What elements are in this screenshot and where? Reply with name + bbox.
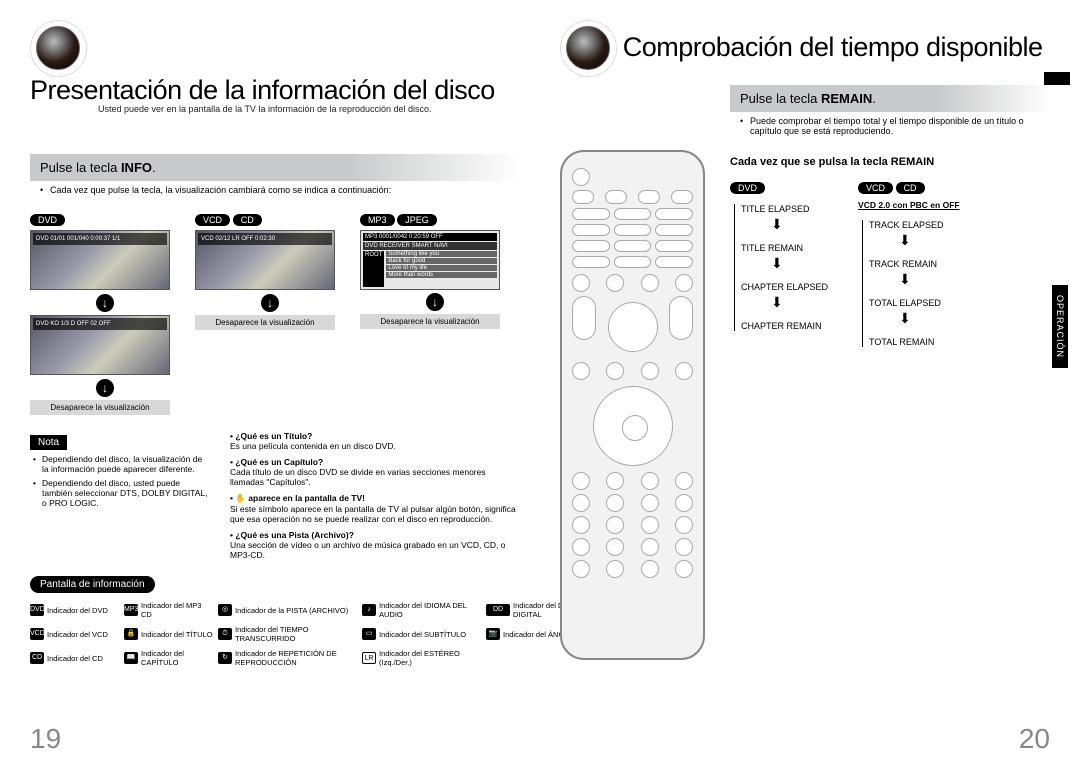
repeat-icon: ↻ — [218, 652, 232, 664]
pill-vcd: VCD — [858, 182, 893, 194]
down-arrow-icon: ⬇ — [771, 294, 828, 311]
section-tab: OPERACIÓN — [1052, 285, 1068, 368]
page-edge-marker — [1044, 72, 1070, 85]
remote-control-illustration — [560, 150, 705, 660]
thumb-dvd-1: DVD 01/01 001/040 0:00:37 1/1 — [30, 230, 170, 290]
pill-mp3: MP3 — [360, 214, 395, 226]
thumb-mp3-list: MP3 0001/0042 0:20:59 OFF DVD RECEIVER S… — [360, 230, 500, 290]
remain-step: TITLE ELAPSED — [741, 204, 828, 214]
remain-columns: DVD TITLE ELAPSED ⬇ TITLE REMAIN ⬇ CHAPT… — [730, 182, 1050, 347]
right-content: Pulse la tecla REMAIN. Puede comprobar e… — [730, 85, 1050, 347]
remain-step: CHAPTER ELAPSED — [741, 282, 828, 292]
remain-col-dvd: DVD TITLE ELAPSED ⬇ TITLE REMAIN ⬇ CHAPT… — [730, 182, 828, 347]
down-arrow-icon: ⬇ — [771, 216, 828, 233]
pill-vcd: VCD — [195, 214, 230, 226]
pill-dvd: DVD — [30, 214, 65, 226]
page-20: Comprobación del tiempo disponible Pulse… — [540, 0, 1080, 763]
step-bullet-remain: Puede comprobar el tiempo total y el tie… — [730, 112, 1050, 140]
remain-col-vcd: VCD CD VCD 2.0 con PBC en OFF TRACK ELAP… — [858, 182, 960, 347]
page-number: 19 — [30, 723, 61, 755]
vcd-pbc-note: VCD 2.0 con PBC en OFF — [858, 200, 960, 210]
dolby-icon: DD — [486, 604, 510, 616]
down-arrow-icon: ⬇ — [899, 271, 960, 288]
qa-item: ¿Qué es un Título?Es una película conten… — [230, 431, 520, 451]
down-arrow-icon: ↓ — [426, 293, 444, 311]
thumb-bar: VCD 02/12 LR OFF 0:02:30 — [198, 233, 332, 245]
info-legend-grid: DVDIndicador del DVD MP3Indicador del MP… — [30, 601, 520, 667]
thumb-dvd-2: DVD KO 1/3 D OFF 02 OFF — [30, 315, 170, 375]
remain-step: TITLE REMAIN — [741, 243, 828, 253]
pill-jpeg: JPEG — [397, 214, 437, 226]
thumb-vcd: VCD 02/12 LR OFF 0:02:30 — [195, 230, 335, 290]
qa-item: ✋ aparece en la pantalla de TV!Si este s… — [230, 493, 520, 524]
down-arrow-icon: ⬇ — [771, 255, 828, 272]
speaker-icon — [560, 20, 615, 75]
vcd-icon: VCD — [30, 628, 44, 640]
caption-disappear: Desaparece la visualización — [360, 314, 500, 329]
audio-lang-icon: ♪ — [362, 604, 376, 616]
qa-item: ¿Qué es un Capítulo?Cada título de un di… — [230, 457, 520, 487]
qa-column: ¿Qué es un Título?Es una película conten… — [230, 425, 520, 560]
col-dvd: DVD DVD 01/01 001/040 0:00:37 1/1 ↓ DVD … — [30, 204, 180, 415]
title-icon: 🔒 — [124, 628, 138, 640]
thumb-columns: DVD DVD 01/01 001/040 0:00:37 1/1 ↓ DVD … — [30, 204, 520, 415]
page-19: Presentación de la información del disco… — [0, 0, 540, 763]
remain-step: TOTAL REMAIN — [869, 337, 960, 347]
thumb-bar: DVD 01/01 001/040 0:00:37 1/1 — [33, 233, 167, 245]
track-icon: ◎ — [218, 604, 232, 616]
step-header: Pulse la tecla INFO. — [30, 154, 520, 181]
speaker-icon — [30, 20, 85, 75]
remain-step: TRACK ELAPSED — [869, 220, 960, 230]
mp3-icon: MP3 — [124, 604, 138, 616]
step-header-remain: Pulse la tecla REMAIN. — [730, 85, 1050, 112]
down-arrow-icon: ⬇ — [899, 310, 960, 327]
remain-subheading: Cada vez que se pulsa la tecla REMAIN — [730, 156, 1050, 168]
thumb-bar: DVD KO 1/3 D OFF 02 OFF — [33, 318, 167, 330]
subtitle-icon: ▭ — [362, 628, 376, 640]
caption-disappear: Desaparece la visualización — [30, 400, 170, 415]
step-info: Pulse la tecla INFO. Cada vez que pulse … — [30, 154, 520, 667]
nota-column: Nota Dependiendo del disco, la visualiza… — [30, 425, 210, 560]
down-arrow-icon: ↓ — [96, 294, 114, 312]
title-row: Comprobación del tiempo disponible — [560, 20, 1050, 75]
down-arrow-icon: ↓ — [261, 294, 279, 312]
nota-label: Nota — [30, 435, 67, 450]
note-text: Dependiendo del disco, usted puede tambi… — [30, 478, 210, 508]
info-panel-header: Pantalla de información — [30, 576, 155, 593]
time-icon: ⏱ — [218, 628, 232, 640]
qa-item: ¿Qué es una Pista (Archivo)?Una sección … — [230, 530, 520, 560]
dvd-icon: DVD — [30, 604, 44, 616]
page-title-left: Presentación de la información del disco — [30, 75, 495, 106]
pill-cd: CD — [896, 182, 925, 194]
down-arrow-icon: ↓ — [96, 379, 114, 397]
chapter-icon: 📖 — [124, 652, 138, 664]
remain-step: CHAPTER REMAIN — [741, 321, 828, 331]
remain-step: TRACK REMAIN — [869, 259, 960, 269]
angle-icon: 📷 — [486, 628, 500, 640]
info-panel: Pantalla de información DVDIndicador del… — [30, 576, 520, 667]
note-text: Dependiendo del disco, la visualización … — [30, 454, 210, 474]
page-title-right: Comprobación del tiempo disponible — [623, 32, 1043, 63]
title-row: Presentación de la información del disco — [30, 20, 520, 106]
caption-disappear: Desaparece la visualización — [195, 315, 335, 330]
col-vcd: VCD CD VCD 02/12 LR OFF 0:02:30 ↓ Desapa… — [195, 204, 345, 415]
dpad-icon — [593, 386, 673, 466]
col-mp3: MP3 JPEG MP3 0001/0042 0:20:59 OFF DVD R… — [360, 204, 510, 415]
remain-step: TOTAL ELAPSED — [869, 298, 960, 308]
pill-cd: CD — [233, 214, 262, 226]
pill-dvd: DVD — [730, 182, 765, 194]
page-number: 20 — [1019, 723, 1050, 755]
stereo-icon: LR — [362, 652, 376, 664]
cd-icon: CD — [30, 652, 44, 664]
down-arrow-icon: ⬇ — [899, 232, 960, 249]
step-bullet: Cada vez que pulse la tecla, la visualiz… — [30, 181, 520, 199]
